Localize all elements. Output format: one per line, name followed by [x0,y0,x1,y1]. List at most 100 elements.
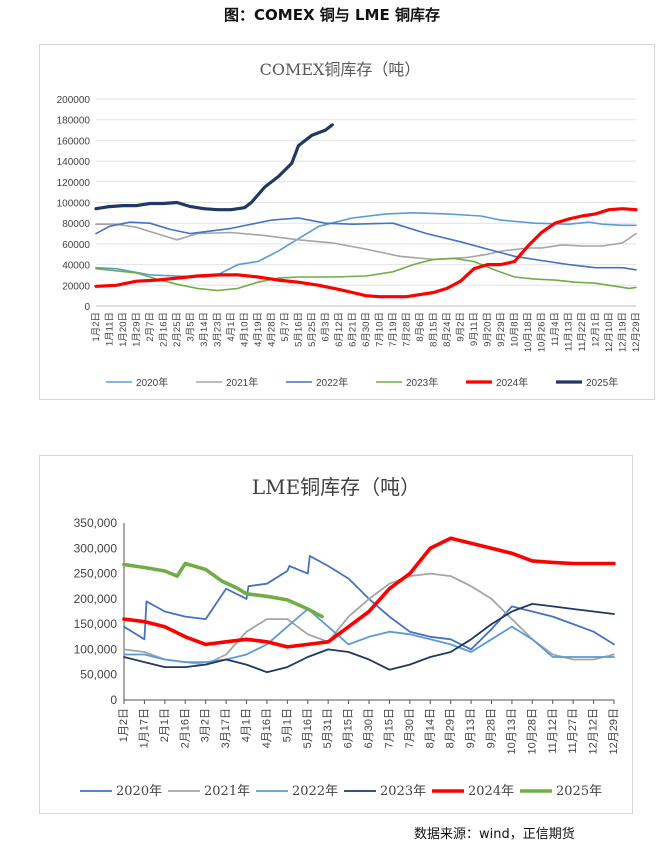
series-line-2021年 [123,572,615,666]
x-tick-label: 8月15日 [429,312,440,347]
x-tick-label: 12月1日 [591,312,602,347]
y-tick-label: 40000 [62,261,90,272]
x-tick-label: 1月2日 [91,312,102,342]
x-tick-label: 5月1日 [281,708,293,742]
x-tick-label: 5月25日 [307,312,318,347]
y-tick-label: 60000 [62,240,90,251]
series-line-2025年 [94,123,334,212]
y-tick-label: 20000 [62,281,90,292]
x-tick-label: 10月18日 [523,312,534,352]
x-tick-label: 11月22日 [577,312,588,351]
series-line-2021年 [95,223,637,261]
x-tick-label: 7月19日 [388,312,399,347]
legend-label: 2023年 [406,376,438,389]
y-tick-label: 350,000 [74,516,118,530]
x-tick-label: 6月30日 [363,708,375,748]
x-tick-label: 12月19日 [618,312,629,352]
legend-label: 2024年 [496,376,528,389]
x-tick-label: 9月28日 [486,708,498,748]
x-tick-label: 11月27日 [567,708,579,754]
series-line-2023年 [123,602,615,674]
lme-chart: LME铜库存（吨） 350,000 300,000 250,000 200,000 150… [74,475,620,799]
x-tick-label: 5月16日 [294,312,305,347]
y-tick-label: 180000 [57,116,91,127]
x-tick-label: 1月11日 [105,312,116,346]
y-tick-label: 100000 [57,199,91,210]
y-tick-label: 80000 [62,219,90,230]
figure-title: 图：COMEX 铜与 LME 铜库存 [224,6,440,24]
x-tick-label: 10月28日 [526,708,538,754]
x-tick-label: 4月16日 [261,708,273,748]
x-tick-label: 7月30日 [404,708,416,748]
y-tick-label: 100,000 [74,642,118,656]
x-tick-label: 2月1日 [159,708,171,742]
x-tick-label: 10月8日 [510,312,521,347]
x-tick-label: 8月29日 [445,708,457,748]
x-tick-label: 1月2日 [118,708,130,742]
x-tick-label: 6月21日 [348,312,359,347]
legend-label: 2021年 [226,376,258,389]
x-tick-label: 12月10日 [604,312,615,352]
source-note: 数据来源：wind，正信期货 [414,827,575,842]
legend-label: 2025年 [556,784,602,799]
y-tick-label: 200000 [57,95,91,106]
x-tick-label: 11月13日 [564,312,575,351]
x-tick-label: 9月13日 [465,708,477,748]
legend-label: 2022年 [316,376,348,389]
comex-chart: COMEX铜库存（吨）20000018000016000014000012000… [57,60,642,389]
y-tick-label: 140000 [57,157,91,168]
x-tick-label: 11月12日 [547,708,559,754]
x-tick-label: 6月15日 [343,708,355,748]
series-line-2022年 [123,608,615,664]
legend-label: 2022年 [292,784,338,799]
y-tick-label: 50,000 [80,668,117,682]
x-tick-label: 3月14日 [199,312,210,347]
legend-label: 2021年 [204,784,250,799]
y-tick-label: 0 [110,693,117,707]
series-line-2023年 [95,257,637,292]
x-tick-label: 3月17日 [220,708,232,748]
x-tick-label: 4月19日 [253,312,264,347]
y-tick-label: 250,000 [74,567,118,581]
x-tick-label: 1月20日 [118,312,129,347]
y-tick-label: 0 [84,302,90,313]
x-tick-label: 2月16日 [179,708,191,748]
x-tick-label: 6月3日 [321,312,332,342]
lme-chart-panel: LME铜库存（吨） 350,000 300,000 250,000 200,000 150… [39,455,633,814]
x-tick-label: 8月24日 [442,312,453,347]
legend-label: 2025年 [586,376,618,389]
legend-label: 2020年 [136,376,168,389]
series-line-2024年 [122,536,616,649]
x-tick-label: 6月30日 [361,312,372,347]
legend-label: 2020年 [116,784,162,799]
comex-chart-panel: COMEX铜库存（吨） 200000 180000 160000 140000 12000… [39,44,655,400]
x-tick-label: 5月16日 [302,708,314,748]
y-tick-label: 120000 [57,178,91,189]
x-tick-label: 12月29日 [608,708,620,754]
x-tick-label: 2月25日 [172,312,183,347]
x-tick-label: 2月16日 [159,312,170,347]
legend-label: 2024年 [468,784,514,799]
series-line-2020年 [123,555,615,651]
x-tick-label: 9月2日 [456,312,467,342]
series-line-2022年 [95,217,637,271]
x-tick-label: 3月2日 [200,708,212,742]
x-tick-label: 6月12日 [334,312,345,347]
x-tick-label: 12月29日 [631,312,642,352]
x-tick-label: 1月17日 [138,708,150,748]
x-tick-label: 8月14日 [424,708,436,748]
series-line-2025年 [122,561,324,619]
y-tick-label: 300,000 [74,541,118,555]
x-tick-label: 9月11日 [469,312,480,346]
legend-label: 2023年 [380,784,426,799]
chart-title: LME铜库存（吨） [252,475,420,499]
x-tick-label: 3月23日 [213,312,224,347]
x-tick-label: 3月5日 [186,312,197,342]
x-tick-label: 4月10日 [240,312,251,347]
x-tick-label: 5月7日 [280,312,291,342]
y-tick-label: 160000 [57,136,91,147]
x-tick-label: 7月28日 [402,312,413,347]
x-tick-label: 4月1日 [241,708,253,742]
chart-title: COMEX铜库存（吨） [260,60,421,79]
x-tick-label: 9月29日 [496,312,507,347]
